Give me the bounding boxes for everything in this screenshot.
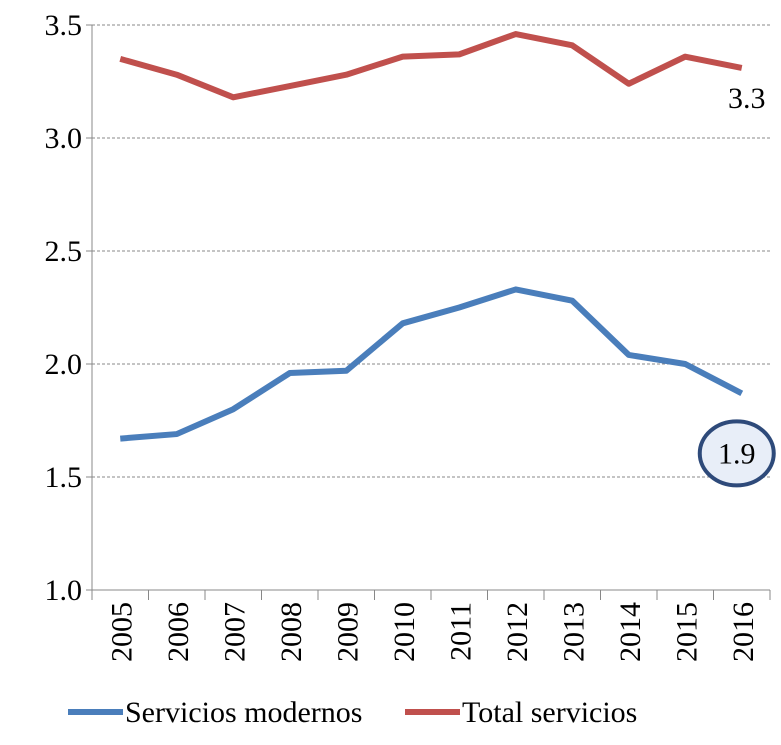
series-line [120, 286, 744, 442]
data-label: 1.9 [718, 437, 756, 470]
x-tick-label: 2011 [444, 602, 477, 661]
y-tick-label: 2.5 [45, 235, 83, 268]
y-tick-label: 3.5 [45, 9, 83, 42]
y-tick-label: 1.0 [45, 574, 83, 607]
series-line [119, 31, 743, 101]
data-label: 3.3 [728, 82, 766, 115]
x-tick-label: 2016 [727, 602, 760, 662]
x-tick-label: 2014 [614, 602, 647, 662]
x-tick-label: 2006 [162, 602, 195, 662]
x-tick-label: 2009 [331, 602, 364, 662]
x-tick-label: 2012 [501, 602, 534, 662]
x-tick-label: 2015 [670, 602, 703, 662]
x-tick-label: 2010 [388, 602, 421, 662]
legend-label: Servicios modernos [125, 696, 362, 729]
x-tick-label: 2013 [557, 602, 590, 662]
legend-label: Total servicios [462, 696, 637, 729]
label-highlight [697, 419, 776, 488]
x-tick-label: 2005 [105, 602, 138, 662]
y-tick-label: 3.0 [45, 122, 83, 155]
y-tick-label: 1.5 [45, 461, 83, 494]
x-tick-label: 2007 [218, 602, 251, 662]
x-tick-label: 2008 [275, 602, 308, 662]
y-tick-label: 2.0 [45, 348, 83, 381]
